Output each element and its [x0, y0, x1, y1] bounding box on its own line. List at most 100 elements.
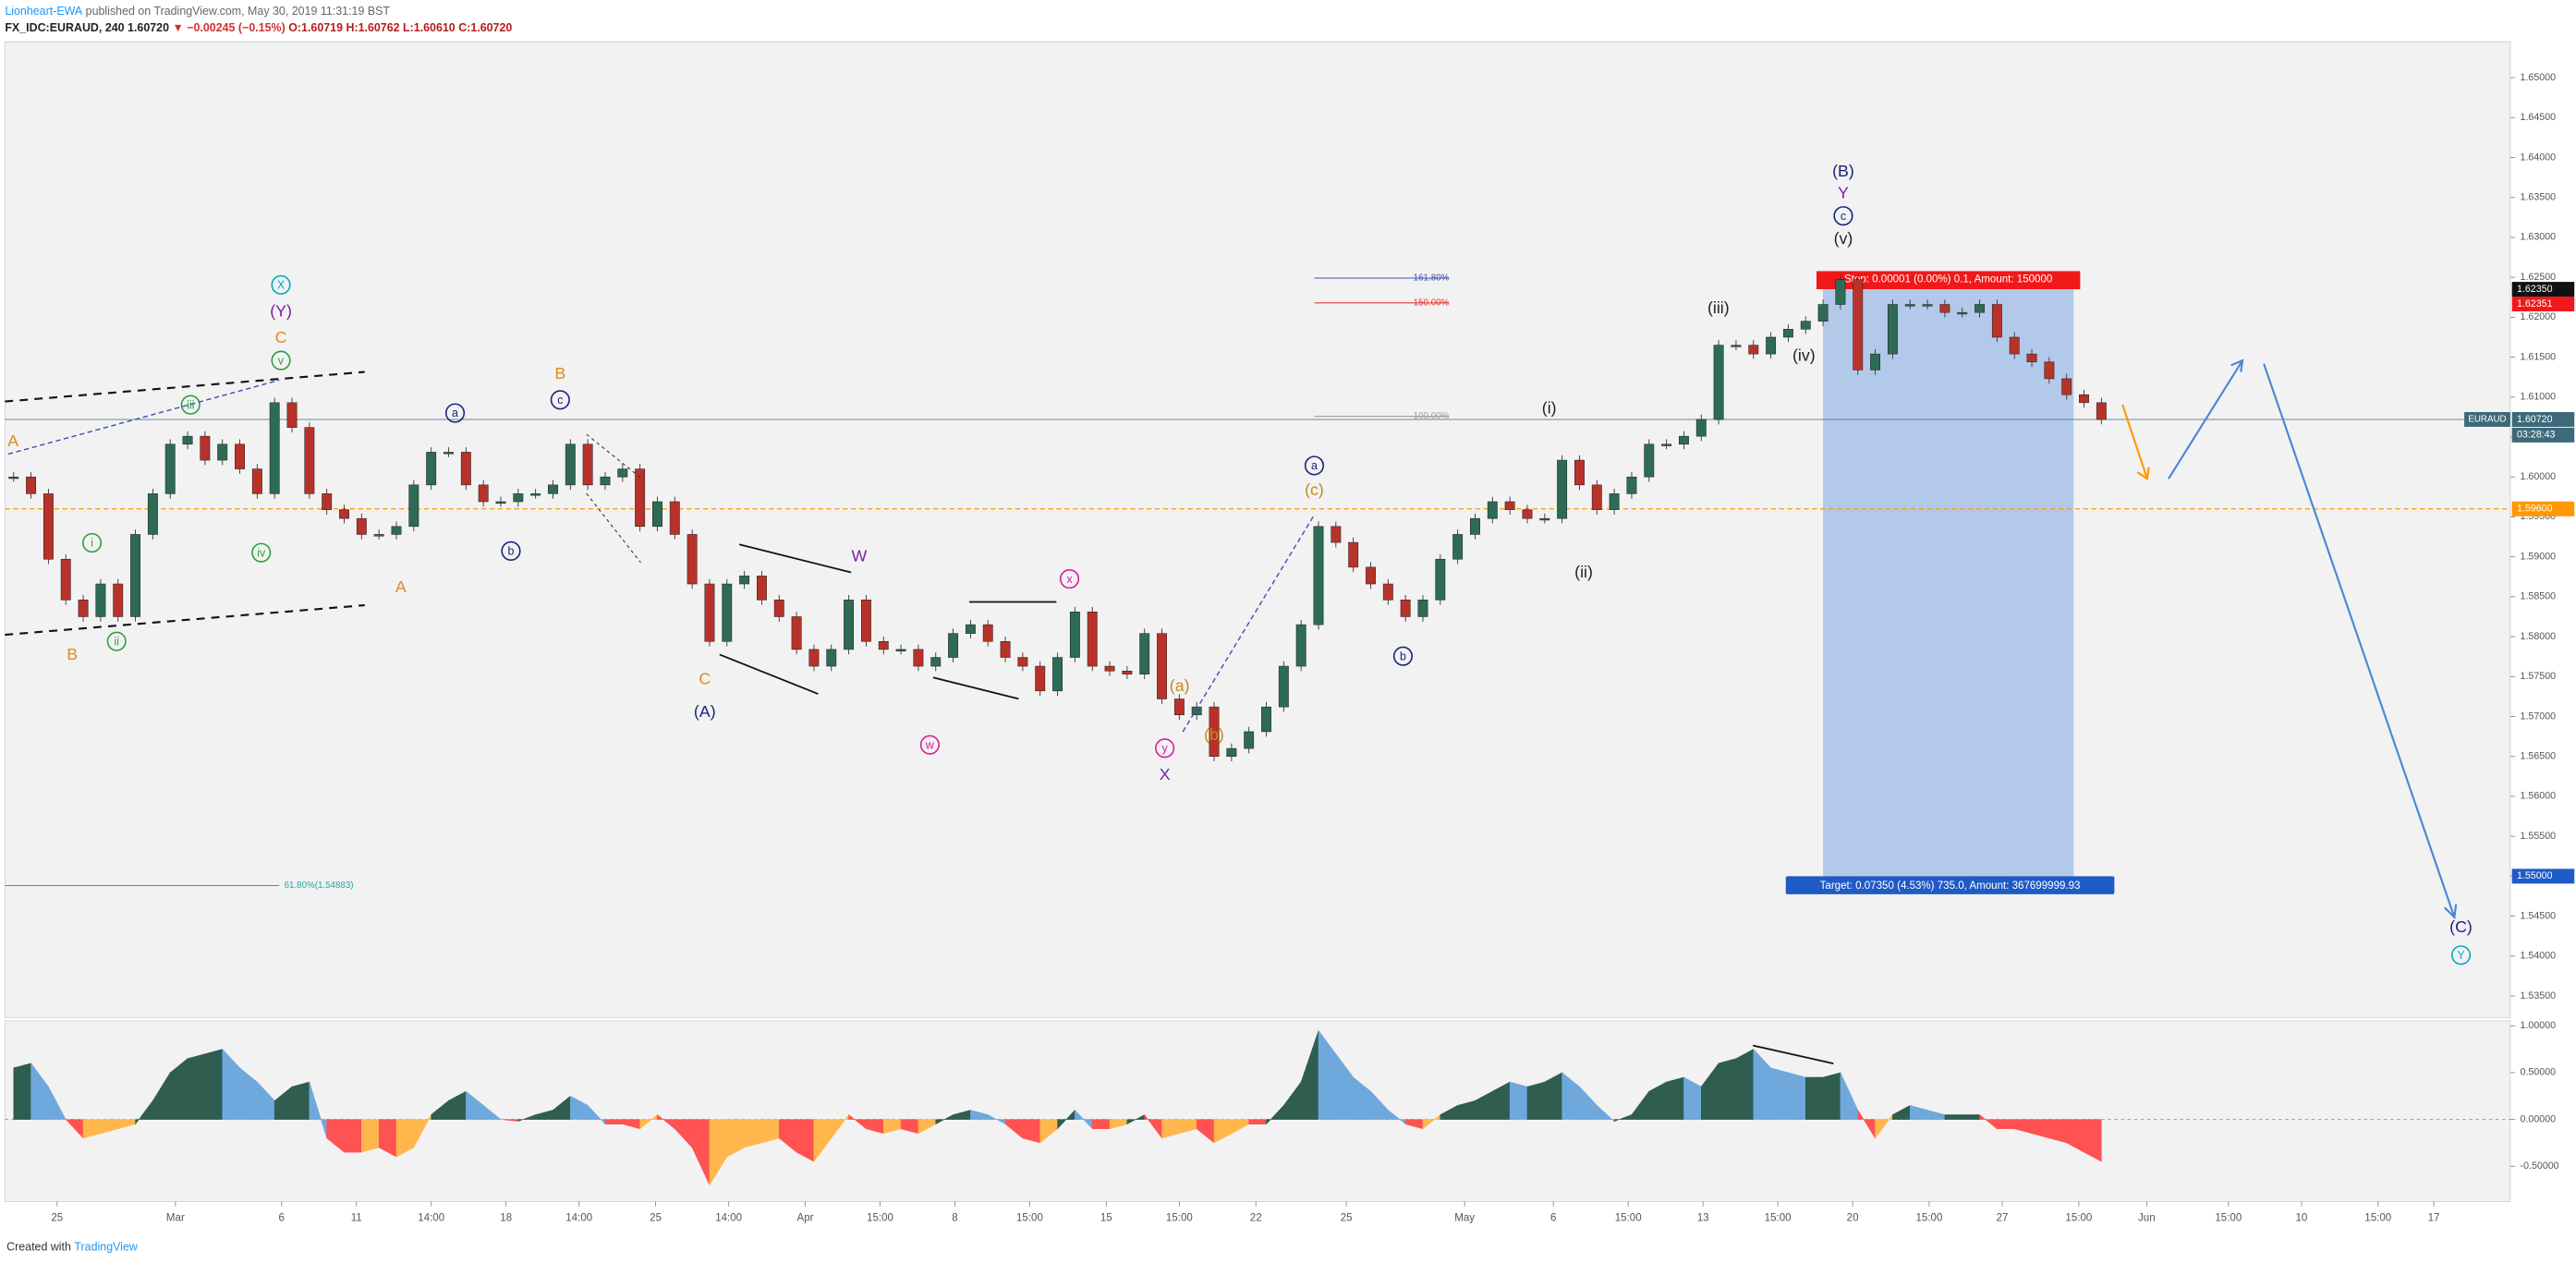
candle — [322, 493, 333, 510]
label-circle — [81, 532, 103, 553]
candle — [2096, 402, 2107, 420]
price-label: 1.55000 — [2517, 870, 2553, 881]
footer-brand: TradingView — [74, 1241, 138, 1254]
label-circle — [271, 274, 291, 295]
wave-label: ii — [114, 635, 119, 648]
oscillator-area — [1718, 1058, 1737, 1120]
candle — [339, 509, 349, 519]
candle — [60, 558, 71, 601]
wave-label: v — [278, 354, 285, 367]
oscillator-area — [1822, 1072, 1841, 1120]
candle — [1975, 304, 1986, 313]
wave-label: (iii) — [1707, 298, 1730, 317]
candle — [1766, 336, 1777, 355]
oscillator-area — [1526, 1081, 1546, 1120]
arrow-head — [2230, 358, 2244, 372]
y-tick-label: 1.63000 — [2521, 232, 2557, 243]
fib-label: 150.00% — [1414, 298, 1450, 308]
x-tick-label: 13 — [1697, 1212, 1709, 1223]
candle — [1800, 321, 1811, 330]
y-tick-label: 1.58500 — [2521, 591, 2557, 602]
wave-label: (v) — [1834, 229, 1853, 248]
candle — [565, 443, 576, 486]
wave-label: B — [554, 364, 565, 383]
y-tick-label: 1.64500 — [2521, 112, 2557, 123]
footer-created: Created with — [6, 1241, 71, 1254]
countdown-box — [2511, 427, 2575, 443]
candle — [1000, 640, 1011, 658]
open: O:1.60719 — [288, 21, 343, 34]
candle — [965, 624, 976, 634]
label-circle — [550, 390, 570, 410]
candle — [147, 493, 158, 535]
wave-label: a — [452, 407, 458, 419]
candle — [1922, 304, 1933, 307]
candle — [113, 583, 124, 617]
candle — [1695, 419, 1707, 437]
candle — [286, 402, 298, 428]
wave-label: x — [1066, 573, 1073, 586]
candle — [1017, 657, 1028, 667]
candle — [43, 493, 54, 560]
wave-label: b — [508, 545, 515, 558]
arrow — [2168, 359, 2243, 480]
oscillator-area — [1509, 1081, 1528, 1120]
x-tick-label: 15:00 — [1615, 1212, 1642, 1223]
wave-label: A — [7, 431, 18, 450]
candle — [2061, 378, 2072, 395]
y-tick-label: 1.65000 — [2521, 72, 2557, 83]
fib-label: 161.80% — [1414, 273, 1450, 284]
candle — [130, 534, 141, 617]
x-tick-label: 27 — [1997, 1212, 2009, 1223]
wave-label: c — [557, 394, 563, 407]
candle — [1331, 526, 1342, 543]
candle — [530, 493, 541, 496]
candle — [78, 600, 89, 617]
wave-label: iii — [187, 398, 194, 411]
x-tick-label: 22 — [1250, 1212, 1262, 1223]
price-label: 1.60720 — [2517, 414, 2553, 425]
wave-label: a — [1311, 459, 1318, 472]
oscillator-area — [482, 1104, 502, 1120]
symbol-tag: EURAUD — [2468, 415, 2506, 425]
x-tick-label: 17 — [2428, 1212, 2440, 1223]
x-tick-label: 15:00 — [1915, 1212, 1942, 1223]
oscillator-area — [291, 1081, 310, 1120]
x-tick-label: 10 — [2295, 1212, 2307, 1223]
label-circle — [1059, 569, 1080, 589]
candle — [739, 576, 750, 585]
x-tick-label: Jun — [2138, 1212, 2156, 1223]
wave-label: (iv) — [1792, 346, 1816, 364]
candle — [1626, 476, 1637, 494]
candle — [982, 624, 993, 642]
y-tick-label: 1.59000 — [2521, 551, 2557, 562]
price-label-box — [2511, 282, 2575, 298]
y-tick-label: 1.53500 — [2521, 990, 2557, 1002]
drawings — [5, 358, 2458, 1064]
arrow — [2263, 363, 2456, 918]
candle — [1052, 657, 1063, 692]
y-tick-label: 1.62500 — [2521, 272, 2557, 283]
candle — [617, 468, 628, 478]
triangle-line — [738, 543, 852, 574]
candle — [444, 452, 454, 455]
arrow — [2121, 404, 2148, 480]
candle — [757, 576, 767, 601]
candle — [304, 427, 315, 494]
oscillator-area — [344, 1119, 362, 1153]
candle — [1609, 493, 1620, 510]
target-text: Target: 0.07350 (4.53%) 735.0, Amount: 3… — [1820, 880, 2081, 892]
candle — [2079, 394, 2089, 404]
oscillator-area — [1997, 1119, 2015, 1130]
candle — [1539, 517, 1550, 521]
price-label-box — [2511, 868, 2575, 884]
channel-line — [5, 370, 365, 403]
candle — [164, 443, 176, 494]
wave-label: (i) — [1542, 398, 1557, 417]
y-tick-label: 1.57000 — [2521, 710, 2557, 722]
label-circle — [1304, 455, 1325, 476]
low: L:1.60610 — [403, 21, 456, 34]
x-tick-label: 25 — [1341, 1212, 1353, 1223]
candle — [1713, 345, 1724, 420]
